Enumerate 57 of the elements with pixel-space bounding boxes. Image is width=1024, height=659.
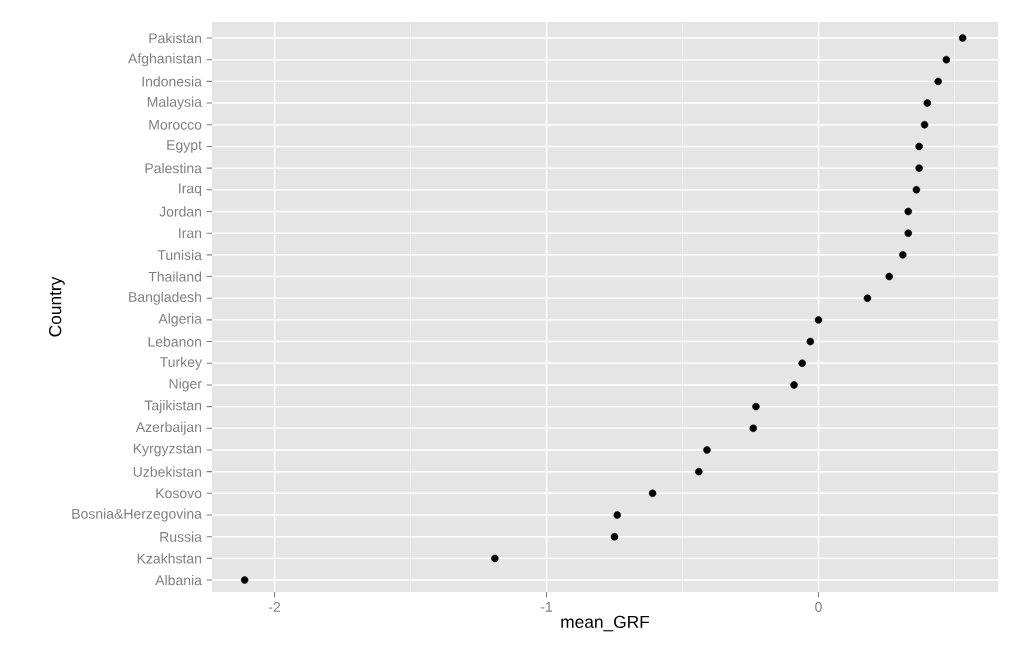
- y-tick-label: Azerbaijan: [135, 421, 202, 435]
- y-tick-label: Lebanon: [148, 336, 202, 347]
- y-tick-label: Jordan: [159, 206, 202, 217]
- point: [491, 554, 499, 563]
- y-tick-label: Kosovo: [156, 488, 202, 499]
- point: [703, 446, 711, 454]
- y-tick-label: Albania: [155, 574, 202, 586]
- point: [904, 229, 912, 237]
- y-tick-label: Uzbekistan: [133, 466, 202, 477]
- y-tick-label: Kzakhstan: [137, 553, 202, 564]
- point: [920, 121, 929, 129]
- y-tick-label: Pakistan: [149, 32, 202, 44]
- y-tick-label: Afghanistan: [128, 53, 202, 67]
- point: [749, 424, 757, 433]
- point: [798, 359, 806, 367]
- point: [915, 164, 923, 172]
- point: [904, 207, 912, 216]
- y-tick-label: Tajikistan: [144, 400, 202, 414]
- y-tick-label: Tunisia: [157, 249, 202, 260]
- y-tick-label: Niger: [169, 378, 202, 392]
- y-tick-label: Russia: [160, 531, 202, 542]
- point: [648, 489, 657, 498]
- y-tick-label: Turkey: [160, 356, 202, 370]
- point: [814, 316, 823, 324]
- y-tick-label: Bosnia&Herzegovina: [72, 508, 202, 522]
- x-axis-title: mean_GRF: [561, 615, 650, 632]
- y-tick-label: Iraq: [179, 183, 202, 197]
- point: [915, 142, 923, 151]
- point: [899, 251, 907, 259]
- y-tick-label: Morocco: [149, 119, 202, 130]
- y-tick-label: Malaysia: [147, 96, 202, 110]
- point: [240, 576, 249, 584]
- x-tick-label: -1: [540, 602, 553, 612]
- point: [863, 294, 872, 302]
- point: [613, 511, 621, 519]
- y-tick-label: Bangladesh: [129, 291, 202, 305]
- y-tick-label: Indonesia: [142, 76, 202, 87]
- y-tick-label: Algeria: [158, 313, 202, 327]
- y-tick-label: Iran: [179, 228, 202, 239]
- point: [806, 337, 815, 346]
- point: [695, 467, 703, 476]
- point: [752, 402, 760, 411]
- y-tick-label: Thailand: [148, 271, 202, 282]
- y-tick-label: Kyrgyzstan: [133, 443, 202, 457]
- point: [942, 55, 951, 64]
- point: [958, 34, 967, 42]
- point: [912, 186, 921, 194]
- point: [885, 272, 893, 281]
- point: [923, 99, 932, 107]
- x-tick-label: -2: [268, 602, 281, 612]
- y-tick-label: Palestina: [145, 162, 202, 174]
- point: [790, 381, 798, 389]
- point: [610, 532, 619, 541]
- y-tick-label: Egypt: [167, 140, 202, 153]
- point: [934, 77, 942, 86]
- y-axis-title: Country: [49, 276, 65, 337]
- x-tick-label: 0: [815, 602, 822, 612]
